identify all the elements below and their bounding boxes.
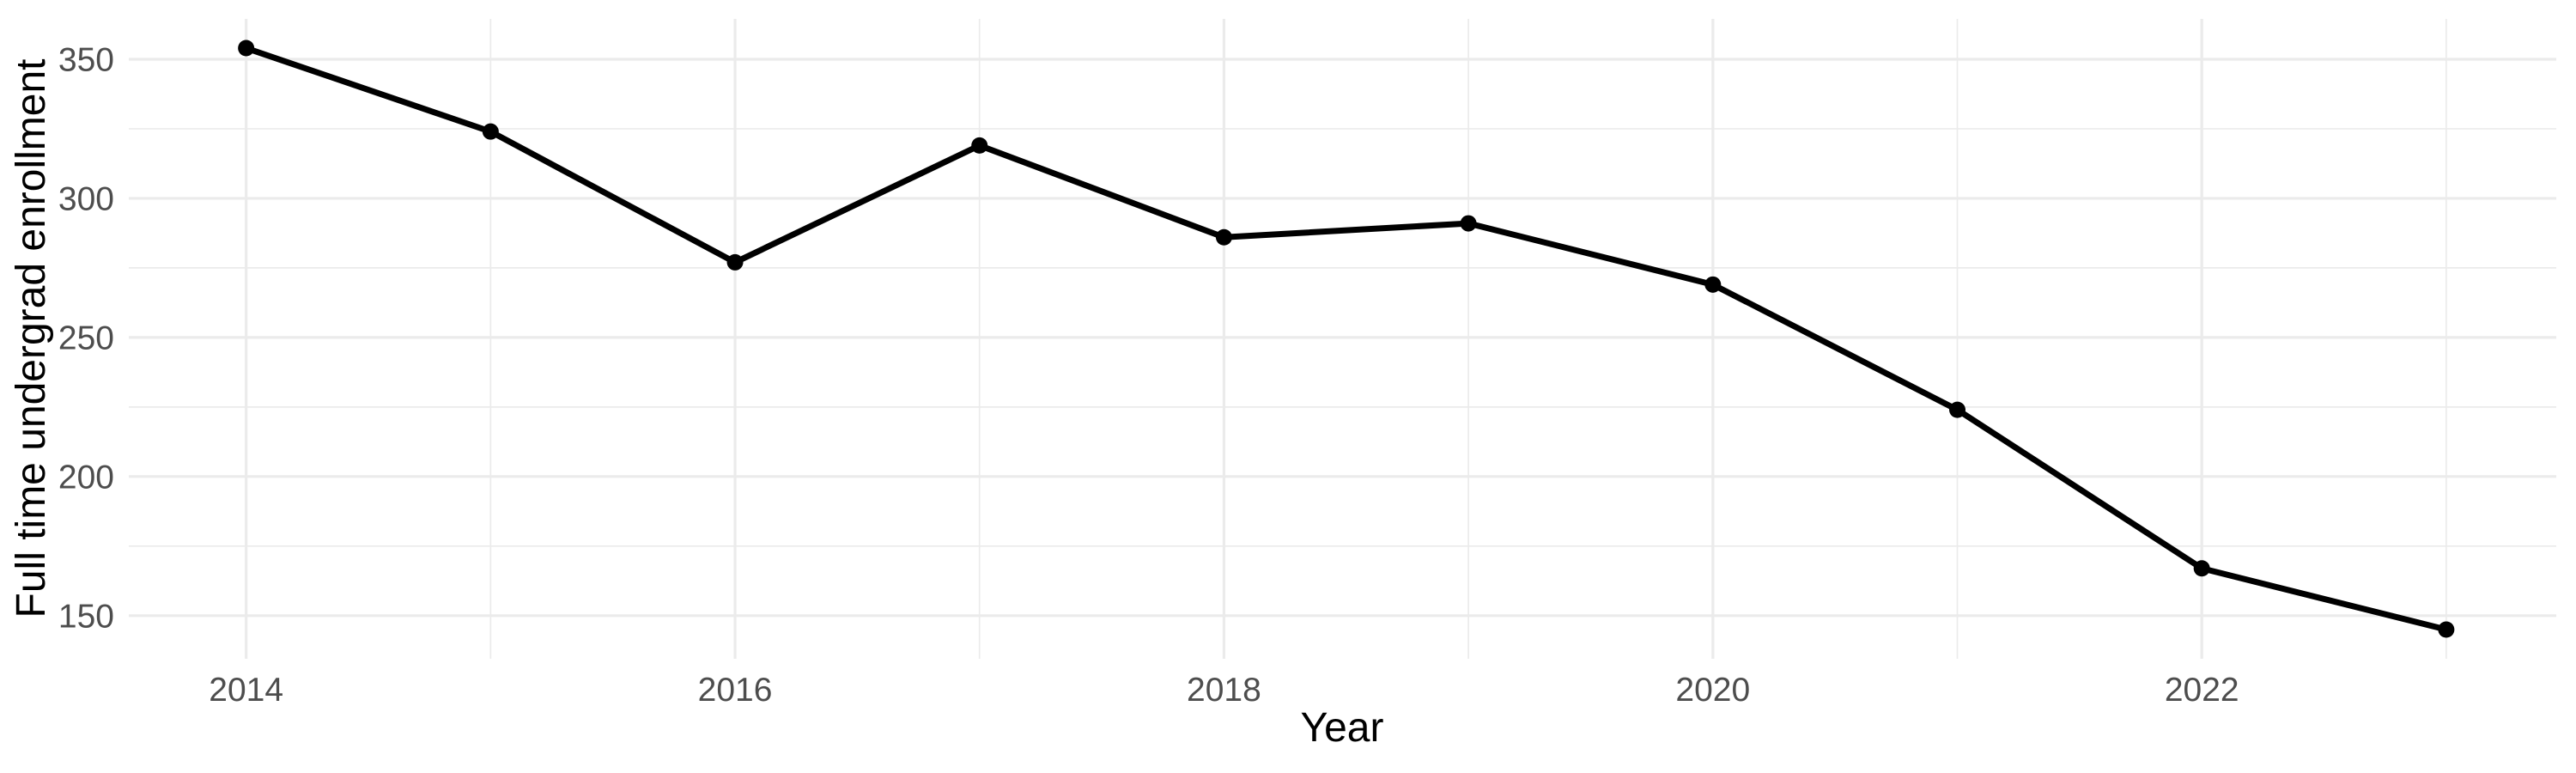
- x-tick-label: 2022: [2165, 672, 2239, 709]
- data-point: [1460, 215, 1477, 232]
- y-tick-label: 150: [58, 598, 114, 635]
- gridlines-minor: [129, 19, 2556, 659]
- series-polyline: [245, 45, 2447, 633]
- y-tick-label: 200: [58, 459, 114, 496]
- y-tick-label: 350: [58, 42, 114, 79]
- data-point: [1704, 276, 1722, 293]
- x-tick-label: 2014: [209, 672, 283, 709]
- x-axis-title: Year: [1301, 705, 1384, 751]
- data-point: [238, 40, 255, 57]
- data-point: [971, 137, 988, 154]
- y-tick-label: 250: [58, 320, 114, 357]
- y-axis-title: Full time undergrad enrollment: [9, 59, 54, 618]
- y-tick-label: 300: [58, 181, 114, 218]
- x-tick-label: 2018: [1187, 672, 1261, 709]
- data-point: [2438, 621, 2455, 638]
- data-point: [482, 123, 499, 140]
- series-line: [245, 45, 2447, 633]
- x-tick-label: 2020: [1675, 672, 1750, 709]
- data-points: [238, 40, 2455, 638]
- data-point: [1215, 228, 1232, 246]
- data-point: [1949, 401, 1966, 418]
- data-point: [2193, 560, 2210, 577]
- x-tick-label: 2016: [698, 672, 773, 709]
- data-point: [726, 253, 744, 271]
- y-tick-labels: 150 200 250 300 350: [58, 42, 114, 636]
- gridlines-major: [129, 19, 2556, 659]
- x-tick-labels: 2014 2016 2018 2020 2022: [209, 672, 2239, 709]
